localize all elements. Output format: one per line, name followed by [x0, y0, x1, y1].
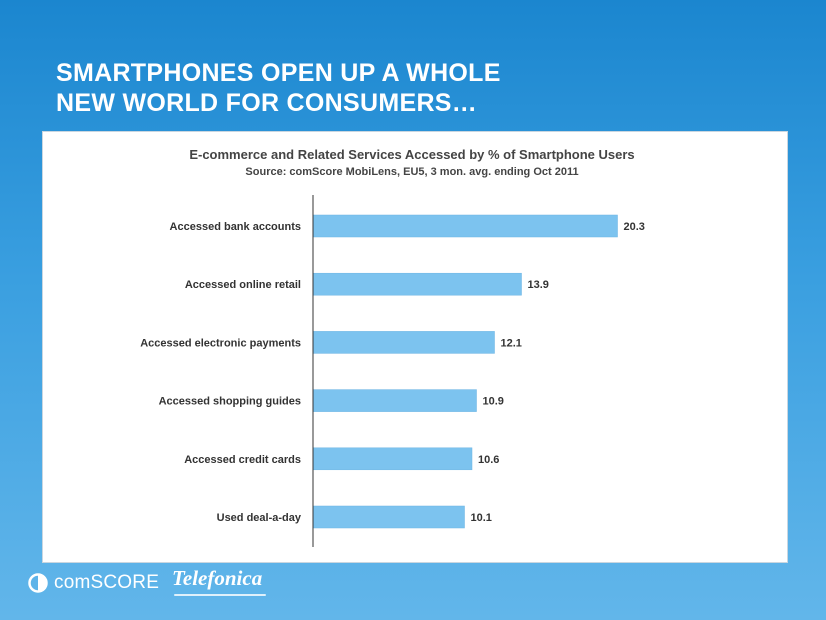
data-label: 20.3 [624, 221, 645, 233]
chart-title: E-commerce and Related Services Accessed… [189, 147, 634, 162]
category-label: Accessed bank accounts [170, 221, 301, 233]
chart-subtitle: Source: comScore MobiLens, EU5, 3 mon. a… [245, 166, 578, 178]
slide-title: SMARTPHONES OPEN UP A WHOLE NEW WORLD FO… [56, 58, 501, 118]
category-label: Accessed credit cards [184, 454, 301, 466]
comscore-logo-text: comSCORE [54, 572, 160, 593]
slide-title-line-2: NEW WORLD FOR CONSUMERS… [56, 89, 478, 117]
data-label: 12.1 [501, 337, 522, 349]
comscore-logo-icon [28, 573, 48, 593]
chart-panel: E-commerce and Related Services Accessed… [42, 131, 788, 563]
bars-group: Accessed bank accounts 20.3 Accessed onlin… [140, 214, 645, 529]
data-label: 10.9 [483, 396, 504, 408]
telefonica-logo: Telefonica [172, 566, 263, 590]
bar [312, 331, 495, 354]
bar [312, 272, 522, 296]
data-label: 10.1 [471, 512, 492, 524]
data-label: 13.9 [528, 279, 549, 291]
bar [312, 389, 477, 412]
comscore-logo: comSCORE [28, 572, 159, 594]
slide-title-line-1: SMARTPHONES OPEN UP A WHOLE [56, 59, 501, 87]
category-label: Accessed electronic payments [140, 337, 301, 349]
category-label: Accessed shopping guides [159, 396, 301, 408]
bar [312, 447, 473, 471]
bar [312, 214, 618, 238]
bar [312, 505, 465, 529]
telefonica-logo-underline [174, 594, 266, 596]
category-label: Accessed online retail [185, 279, 301, 291]
data-label: 10.6 [478, 454, 499, 466]
category-label: Used deal-a-day [217, 512, 302, 524]
bar-chart: E-commerce and Related Services Accessed… [140, 147, 645, 547]
footer-logos: comSCORE Telefonica [28, 566, 288, 606]
